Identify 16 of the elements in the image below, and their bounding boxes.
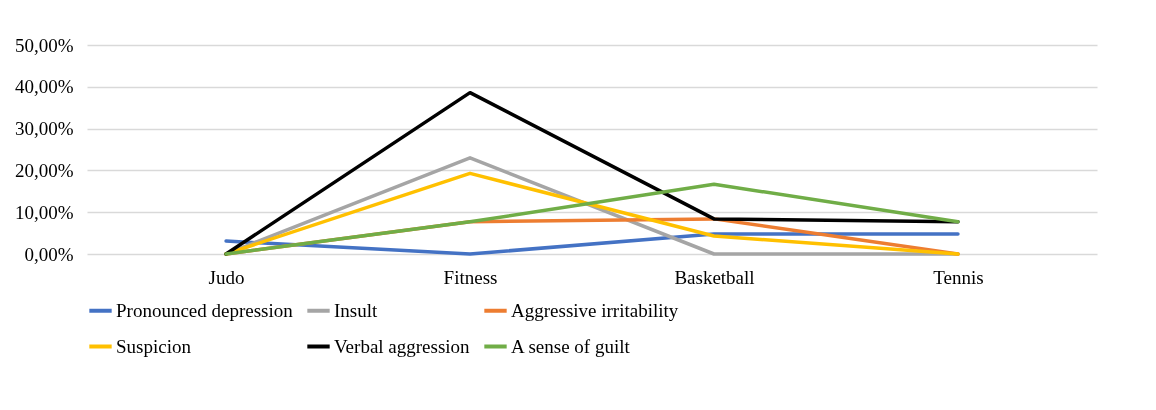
y-tick-label: 30,00% (14, 118, 74, 140)
y-tick-label: 40,00% (14, 76, 74, 98)
legend-label: Suspicion (116, 335, 192, 357)
legend-label: Verbal aggression (334, 335, 471, 357)
y-tick-label: 20,00% (14, 159, 74, 181)
legend-label: Aggressive irritability (511, 299, 679, 321)
y-tick-label: 50,00% (14, 34, 74, 56)
x-tick-label: Tennis (933, 266, 984, 288)
x-tick-label: Fitness (443, 266, 498, 288)
legend-label: Insult (334, 299, 378, 321)
y-tick-label: 0,00% (24, 243, 74, 265)
legend-label: Pronounced depression (116, 299, 294, 321)
legend-label: A sense of guilt (511, 335, 631, 357)
x-tick-label: Judo (208, 266, 245, 288)
y-tick-label: 10,00% (14, 201, 74, 223)
x-tick-label: Basketball (674, 266, 755, 288)
